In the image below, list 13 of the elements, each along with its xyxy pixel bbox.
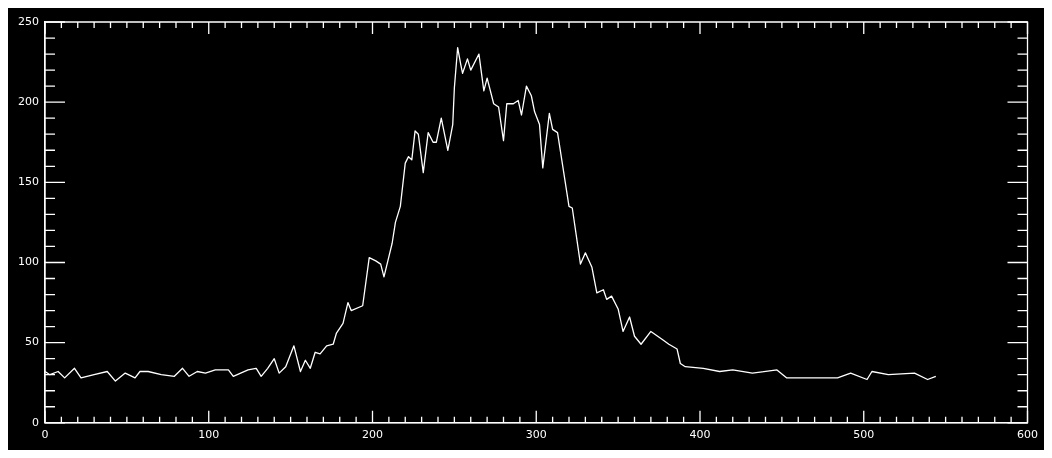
y-tick-label: 50 — [25, 335, 39, 349]
x-tick-label: 0 — [41, 428, 49, 442]
y-tick-label: 150 — [18, 175, 39, 189]
x-tick-label: 300 — [525, 428, 547, 442]
y-tick-label: 200 — [18, 95, 39, 109]
x-tick-label: 400 — [689, 428, 711, 442]
y-tick-label: 100 — [18, 255, 39, 269]
x-tick-label: 100 — [198, 428, 220, 442]
x-tick-label: 600 — [1017, 428, 1038, 442]
y-tick-label: 0 — [32, 415, 39, 429]
x-tick-label: 500 — [853, 428, 875, 442]
x-tick-label: 200 — [362, 428, 383, 442]
y-tick-label: 250 — [18, 14, 39, 28]
